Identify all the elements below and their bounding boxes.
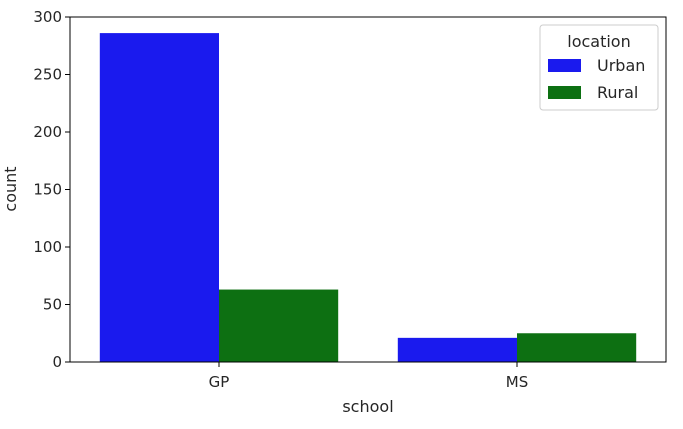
y-tick-label: 200 [33,123,62,141]
y-tick-label: 250 [33,66,62,84]
bar-urban-gp [99,33,219,362]
bar-rural-ms [517,333,637,362]
y-axis: 0 50 100 150 200 250 300 [33,8,70,371]
legend-label-rural: Rural [597,83,638,102]
y-tick-label: 50 [43,296,62,314]
legend: location Urban Rural [539,24,659,111]
legend-swatch-urban [548,59,581,72]
bars-layer [99,33,637,362]
legend-swatch-rural [548,86,581,99]
y-tick-label: 300 [33,8,62,26]
y-tick-label: 0 [52,353,62,371]
y-tick-label: 150 [33,181,62,199]
y-axis-title: count [1,166,20,211]
bar-rural-gp [219,289,339,362]
x-tick-label: GP [209,373,230,391]
legend-title: location [567,32,630,51]
legend-label-urban: Urban [597,56,645,75]
x-axis: GP MS [209,362,528,391]
x-axis-title: school [342,397,393,416]
x-tick-label: MS [506,373,528,391]
y-tick-label: 100 [33,238,62,256]
bar-urban-ms [397,337,517,362]
